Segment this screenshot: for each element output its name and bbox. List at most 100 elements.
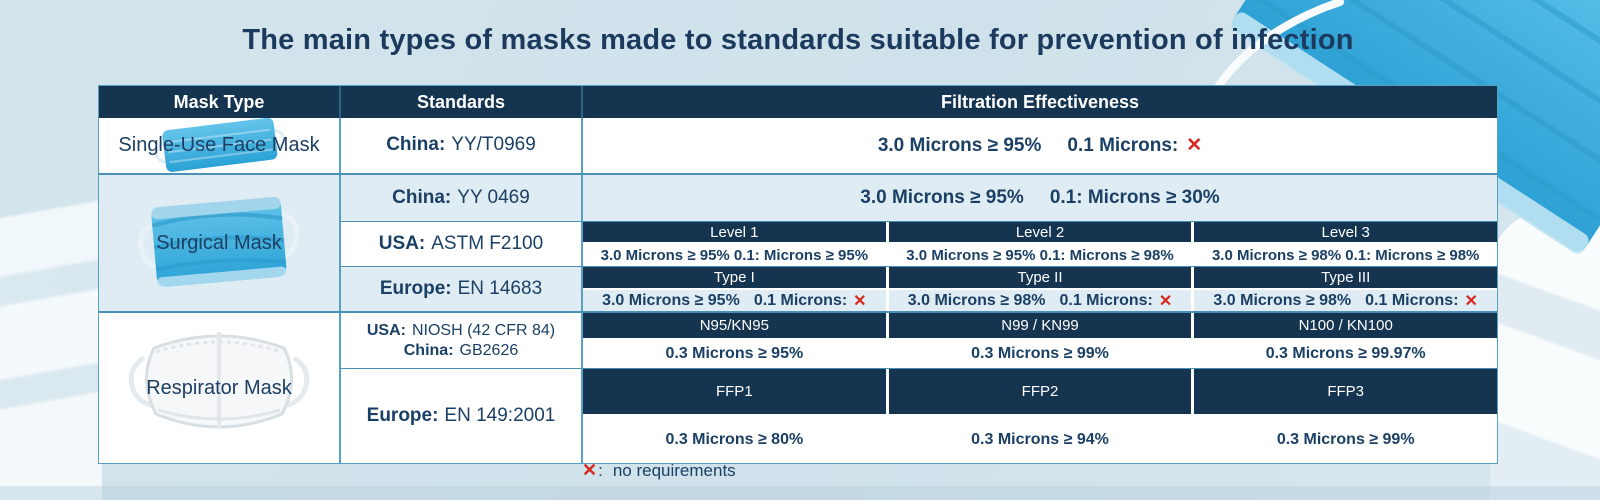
- respirator-mask-icon: [128, 332, 310, 429]
- n95-grades-grid: N95/KN95 0.3 Microns ≥ 95% N99 / KN99 0.…: [583, 313, 1498, 368]
- footnote-separator: :: [598, 460, 603, 480]
- type-2-value: 3.0 Microns ≥ 98% 0.1 Microns: ✕: [888, 290, 1192, 311]
- ffp3-column: FFP3 0.3 Microns ≥ 99%: [1194, 369, 1498, 463]
- respirator-mask-cell: Respirator Mask: [99, 313, 341, 463]
- filtration-01micron: 0.1 Microns:: [1067, 134, 1179, 156]
- single-use-standard: China: YY/T0969: [341, 118, 583, 173]
- ffp1-header: FFP1: [583, 369, 886, 414]
- level-3-header: Level 3: [1194, 222, 1498, 242]
- surgical-europe-row: Europe: EN 14683 Type I 3.0 Microns ≥ 95…: [341, 266, 1498, 311]
- respirator-niosh-standard: USA: NIOSH (42 CFR 84) China: GB2626: [341, 313, 583, 368]
- surgical-china-filtration: 3.0 Microns ≥ 95% 0.1: Microns ≥ 30%: [583, 175, 1497, 221]
- n99-column: N99 / KN99 0.3 Microns ≥ 99%: [888, 313, 1192, 368]
- row-surgical: Surgical Mask China: YY 0469 3.0 Microns…: [99, 173, 1498, 311]
- astm-levels-grid: Level 1 3.0 Microns ≥ 95% 0.1: Microns ≥…: [583, 222, 1498, 266]
- n99-header: N99 / KN99: [888, 313, 1192, 338]
- mask-standards-table: Mask Type Standards Filtration Effective…: [98, 85, 1498, 464]
- type-1-value: 3.0 Microns ≥ 95% 0.1 Microns: ✕: [583, 290, 886, 311]
- single-use-label: Single-Use Face Mask: [118, 134, 320, 156]
- level-2-header: Level 2: [888, 222, 1192, 242]
- header-filtration: Filtration Effectiveness: [940, 91, 1140, 112]
- respirator-label: Respirator Mask: [146, 376, 292, 399]
- ffp2-header: FFP2: [888, 369, 1192, 414]
- n100-column: N100 / KN100 0.3 Microns ≥ 99.97%: [1194, 313, 1498, 368]
- type-3-header: Type III: [1194, 267, 1498, 288]
- n100-value: 0.3 Microns ≥ 99.97%: [1194, 340, 1498, 368]
- single-use-mask-cell: Single-Use Face Mask: [99, 118, 341, 173]
- type-1-column: Type I 3.0 Microns ≥ 95% 0.1 Microns: ✕: [583, 267, 886, 311]
- ffp1-column: FFP1 0.3 Microns ≥ 80%: [583, 369, 886, 463]
- n95-header: N95/KN95: [583, 313, 886, 338]
- type-3-column: Type III 3.0 Microns ≥ 98% 0.1 Microns: …: [1194, 267, 1498, 311]
- no-requirement-x-icon: ✕: [853, 292, 867, 310]
- type-2-header: Type II: [888, 267, 1192, 288]
- standard-value: YY/T0969: [451, 134, 536, 156]
- ffp2-column: FFP2 0.3 Microns ≥ 94%: [888, 369, 1192, 463]
- table-header-row: Mask Type Standards Filtration Effective…: [99, 86, 1497, 118]
- filtration-01micron: 0.1: Microns ≥ 30%: [1049, 187, 1220, 208]
- standard-country: China:: [392, 186, 452, 208]
- standard-country: USA:: [366, 322, 406, 340]
- surgical-europe-standard: Europe: EN 14683: [341, 267, 583, 311]
- single-use-mask-icon: [154, 118, 286, 172]
- page-title: The main types of masks made to standard…: [242, 24, 1354, 56]
- standard-country: USA:: [378, 232, 426, 254]
- row-single-use: Single-Use Face Mask China: YY/T0969 3.0…: [99, 118, 1497, 173]
- footnote: ✕ : no requirements: [582, 460, 736, 481]
- standard-country: China:: [403, 341, 454, 359]
- level-3-value: 3.0 Microns ≥ 98% 0.1: Microns ≥ 98%: [1194, 244, 1498, 266]
- left-mask-photo-decoration: [0, 150, 102, 500]
- standard-value: EN 14683: [457, 277, 543, 299]
- standard-country: China:: [386, 134, 446, 156]
- header-mask-type: Mask Type: [99, 86, 341, 118]
- filtration-3micron: 3.0 Microns ≥ 95%: [860, 187, 1024, 208]
- type-1-header: Type I: [583, 267, 886, 288]
- surgical-usa-row: USA: ASTM F2100 Level 1 3.0 Microns ≥ 95…: [341, 221, 1498, 266]
- ffp1-value: 0.3 Microns ≥ 80%: [583, 416, 886, 463]
- no-requirement-x-icon: ✕: [582, 460, 598, 480]
- surgical-china-row: China: YY 0469 3.0 Microns ≥ 95% 0.1: Mi…: [341, 175, 1497, 221]
- right-mask-photo-decoration: [1490, 210, 1600, 500]
- surgical-usa-standard: USA: ASTM F2100: [341, 222, 583, 266]
- standard-value: YY 0469: [457, 186, 530, 208]
- respirator-niosh-row: USA: NIOSH (42 CFR 84) China: GB2626 N95…: [341, 313, 1498, 368]
- level-2-value: 3.0 Microns ≥ 95% 0.1: Microns ≥ 98%: [888, 244, 1192, 266]
- filtration-3micron: 3.0 Microns ≥ 95%: [877, 134, 1042, 156]
- no-requirement-x-icon: ✕: [1158, 292, 1173, 310]
- type-2-column: Type II 3.0 Microns ≥ 98% 0.1 Microns: ✕: [888, 267, 1192, 311]
- level-2-column: Level 2 3.0 Microns ≥ 95% 0.1: Microns ≥…: [888, 222, 1192, 266]
- single-use-data-row: China: YY/T0969 3.0 Microns ≥ 95% 0.1 Mi…: [341, 118, 1497, 173]
- surgical-label: Surgical Mask: [156, 231, 282, 254]
- footnote-text: no requirements: [612, 460, 736, 480]
- en14683-types-grid: Type I 3.0 Microns ≥ 95% 0.1 Microns: ✕ …: [583, 267, 1498, 311]
- ffp3-header: FFP3: [1194, 369, 1498, 414]
- respirator-europe-row: Europe: EN 149:2001 FFP1 0.3 Microns ≥ 8…: [341, 368, 1498, 463]
- no-requirement-x-icon: ✕: [1464, 292, 1478, 310]
- single-use-filtration: 3.0 Microns ≥ 95% 0.1 Microns: ✕: [583, 118, 1497, 173]
- surgical-china-standard: China: YY 0469: [341, 175, 583, 221]
- surgical-mask-cell: Surgical Mask: [99, 175, 341, 311]
- level-1-value: 3.0 Microns ≥ 95% 0.1: Microns ≥ 95%: [583, 244, 886, 266]
- level-3-column: Level 3 3.0 Microns ≥ 98% 0.1: Microns ≥…: [1194, 222, 1498, 266]
- standard-value: EN 149:2001: [444, 404, 556, 426]
- header-standards: Standards: [341, 86, 583, 118]
- row-respirator: Respirator Mask USA: NIOSH (42 CFR 84) C…: [99, 311, 1498, 463]
- ffp3-value: 0.3 Microns ≥ 99%: [1194, 416, 1498, 463]
- ffp-grades-grid: FFP1 0.3 Microns ≥ 80% FFP2 0.3 Microns …: [583, 369, 1498, 463]
- respirator-europe-standard: Europe: EN 149:2001: [341, 369, 583, 463]
- n95-column: N95/KN95 0.3 Microns ≥ 95%: [583, 313, 886, 368]
- standard-value: GB2626: [459, 341, 519, 359]
- level-1-header: Level 1: [583, 222, 886, 242]
- standard-value: NIOSH (42 CFR 84): [411, 322, 556, 340]
- n99-value: 0.3 Microns ≥ 99%: [888, 340, 1192, 368]
- no-requirement-x-icon: ✕: [1186, 135, 1203, 156]
- ffp2-value: 0.3 Microns ≥ 94%: [888, 416, 1192, 463]
- standard-country: Europe:: [366, 404, 439, 426]
- bottom-shadow-band: [0, 486, 1600, 500]
- n95-value: 0.3 Microns ≥ 95%: [583, 340, 886, 368]
- n100-header: N100 / KN100: [1194, 313, 1498, 338]
- standard-country: Europe:: [379, 277, 452, 299]
- surgical-mask-icon: [138, 196, 300, 288]
- level-1-column: Level 1 3.0 Microns ≥ 95% 0.1: Microns ≥…: [583, 222, 886, 266]
